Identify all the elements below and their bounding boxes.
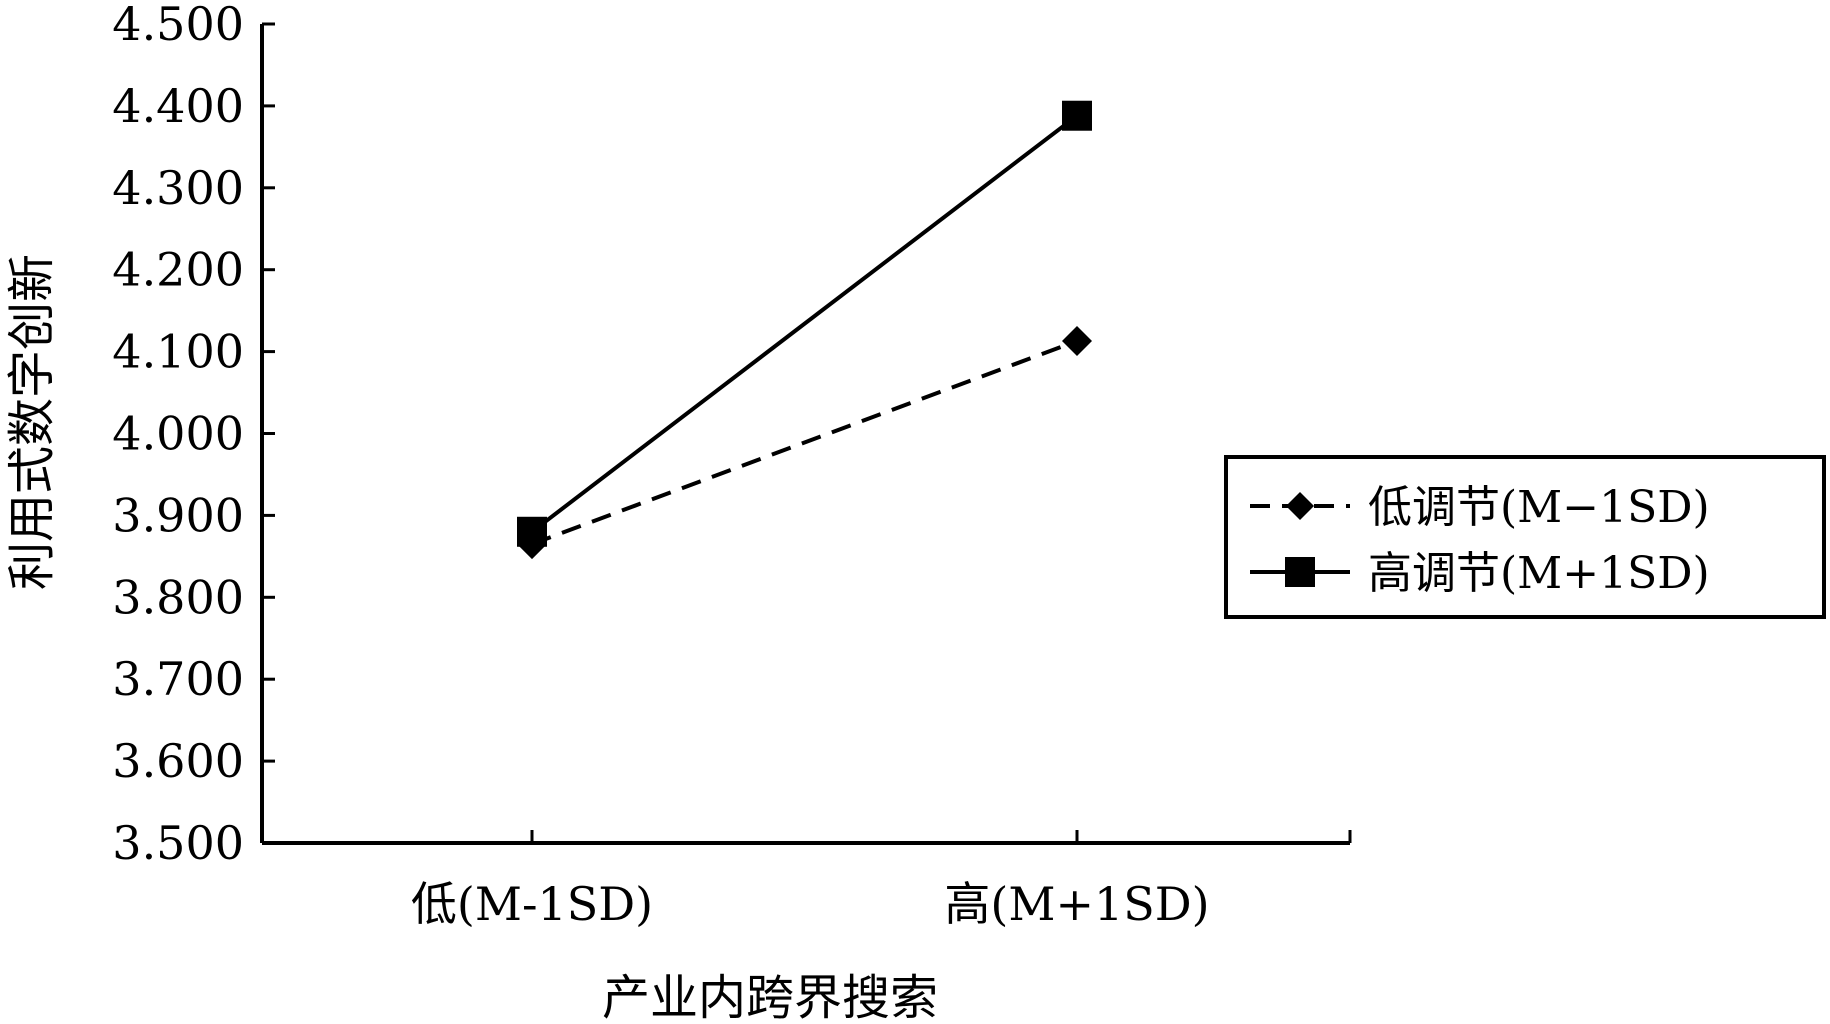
x-axis: 低(M-1SD) 高(M+1SD) xyxy=(262,830,1352,931)
y-axis-title: 利用式数字创新 xyxy=(4,254,60,590)
series-line xyxy=(531,339,1078,546)
y-tick-label: 4.400 xyxy=(112,79,244,133)
x-axis-title: 产业内跨界搜索 xyxy=(602,970,938,1024)
y-tick-label: 4.100 xyxy=(112,325,244,379)
legend-items: 低调节(M−1SD) 高调节(M+1SD) xyxy=(1250,482,1710,599)
y-tick-label: 4.200 xyxy=(112,243,244,297)
legend-entry: 低调节(M−1SD) xyxy=(1250,482,1710,533)
y-tick-label: 3.900 xyxy=(112,488,244,542)
y-tick-label: 3.500 xyxy=(112,816,244,870)
series-diamond xyxy=(517,325,1092,560)
data-point xyxy=(517,516,547,547)
legend-marker xyxy=(1285,557,1315,587)
legend: 低调节(M−1SD) 高调节(M+1SD) xyxy=(1224,455,1826,619)
y-tick-label: 4.300 xyxy=(112,161,244,215)
y-tick-label: 3.800 xyxy=(112,570,244,624)
legend-entry: 高调节(M+1SD) xyxy=(1250,548,1710,599)
legend-marker xyxy=(1286,492,1314,520)
y-tick-label: 4.000 xyxy=(112,407,244,461)
data-point xyxy=(1062,100,1092,131)
legend-label: 低调节(M−1SD) xyxy=(1368,482,1710,533)
y-tick-label: 4.500 xyxy=(112,0,244,51)
y-tick-label: 3.700 xyxy=(112,652,244,706)
y-tick-label: 3.600 xyxy=(112,734,244,788)
data-point xyxy=(1062,325,1092,356)
series-line xyxy=(530,114,1079,534)
x-tick-label: 低(M-1SD) xyxy=(411,877,653,931)
legend-box xyxy=(1224,455,1826,619)
y-axis: 3.500 3.600 3.700 3.800 3.900 4.000 4.100 4.200… xyxy=(112,0,275,870)
x-tick-label: 高(M+1SD) xyxy=(944,877,1209,931)
series-layer xyxy=(517,100,1092,560)
series-square xyxy=(517,100,1092,547)
legend-label: 高调节(M+1SD) xyxy=(1368,548,1710,599)
